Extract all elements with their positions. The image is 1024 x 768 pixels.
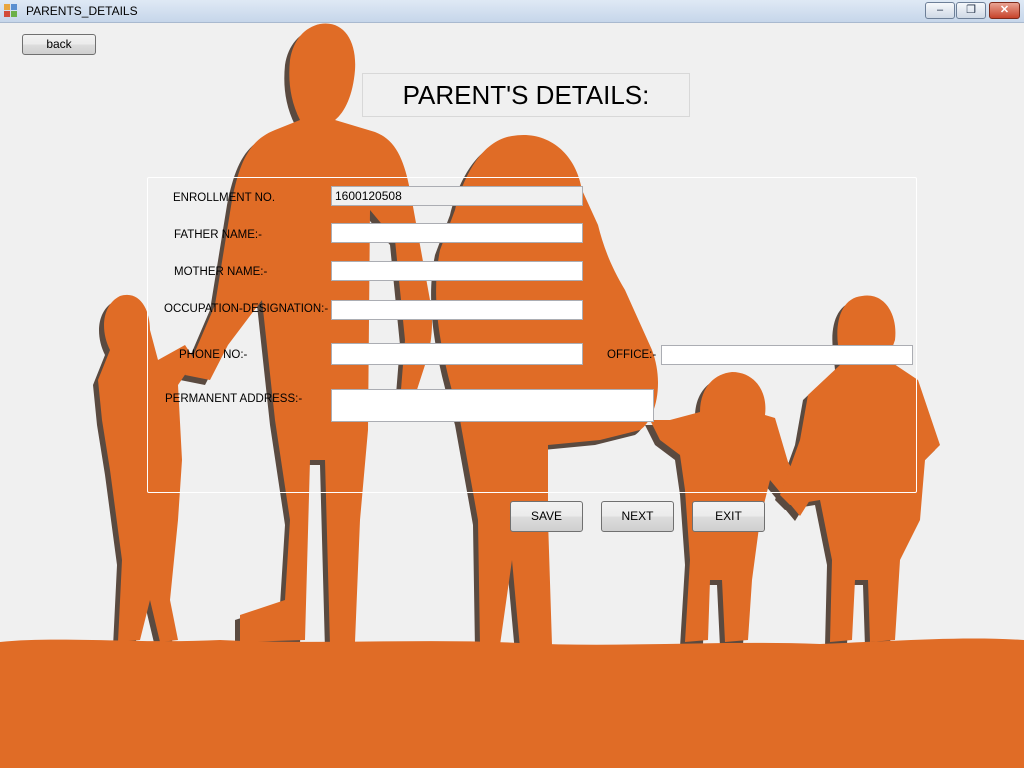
father-name-label: FATHER NAME:- — [174, 229, 262, 241]
parent-details-groupbox — [147, 177, 917, 493]
phone-field[interactable] — [331, 343, 583, 365]
window-title: PARENTS_DETAILS — [26, 4, 138, 18]
address-label: PERMANENT ADDRESS:- — [165, 393, 303, 405]
maximize-button[interactable]: ❐ — [956, 2, 986, 19]
mother-name-field[interactable] — [331, 261, 583, 281]
app-icon — [4, 4, 18, 18]
office-label: OFFICE:- — [607, 349, 657, 361]
exit-button[interactable]: EXIT — [692, 501, 765, 532]
address-field[interactable] — [331, 389, 654, 422]
enrollment-field[interactable] — [331, 186, 583, 206]
page-title: PARENT'S DETAILS: — [362, 73, 690, 117]
back-button[interactable]: back — [22, 34, 96, 55]
close-button[interactable]: ✕ — [989, 2, 1020, 19]
mother-name-label: MOTHER NAME:- — [174, 266, 268, 278]
office-phone-field[interactable] — [661, 345, 913, 365]
occupation-label: OCCUPATION-DESIGNATION:- — [164, 303, 329, 315]
occupation-field[interactable] — [331, 300, 583, 320]
father-name-field[interactable] — [331, 223, 583, 243]
save-button[interactable]: SAVE — [510, 501, 583, 532]
phone-label: PHONE NO:- — [179, 349, 248, 361]
minimize-button[interactable]: – — [925, 2, 955, 19]
enrollment-label: ENROLLMENT NO. — [173, 192, 276, 204]
next-button[interactable]: NEXT — [601, 501, 674, 532]
window-titlebar: PARENTS_DETAILS – ❐ ✕ — [0, 0, 1024, 23]
